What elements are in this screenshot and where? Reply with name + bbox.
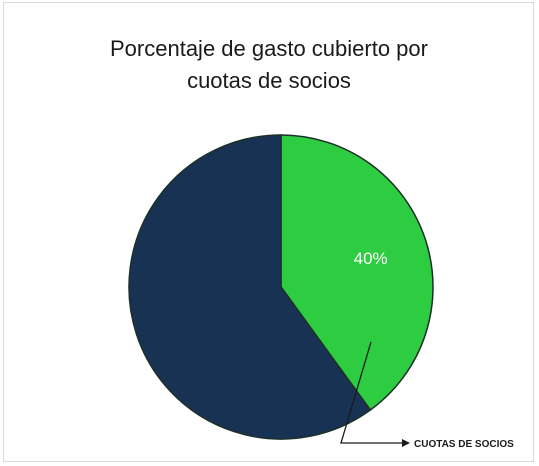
chart-area: Porcentaje de gasto cubierto por cuotas … (3, 2, 534, 462)
chart-title: Porcentaje de gasto cubierto por cuotas … (110, 36, 428, 93)
pie-slice-2 (128, 134, 372, 440)
pie-chart: 40% CUOTAS DE SOCIOS (128, 134, 514, 450)
callout-label: CUOTAS DE SOCIOS (414, 439, 514, 450)
callout-arrow (402, 439, 410, 447)
pie-slice-1 (280, 134, 434, 412)
slice-data-label: 40% (354, 249, 388, 268)
callout-leader-line (340, 341, 402, 444)
